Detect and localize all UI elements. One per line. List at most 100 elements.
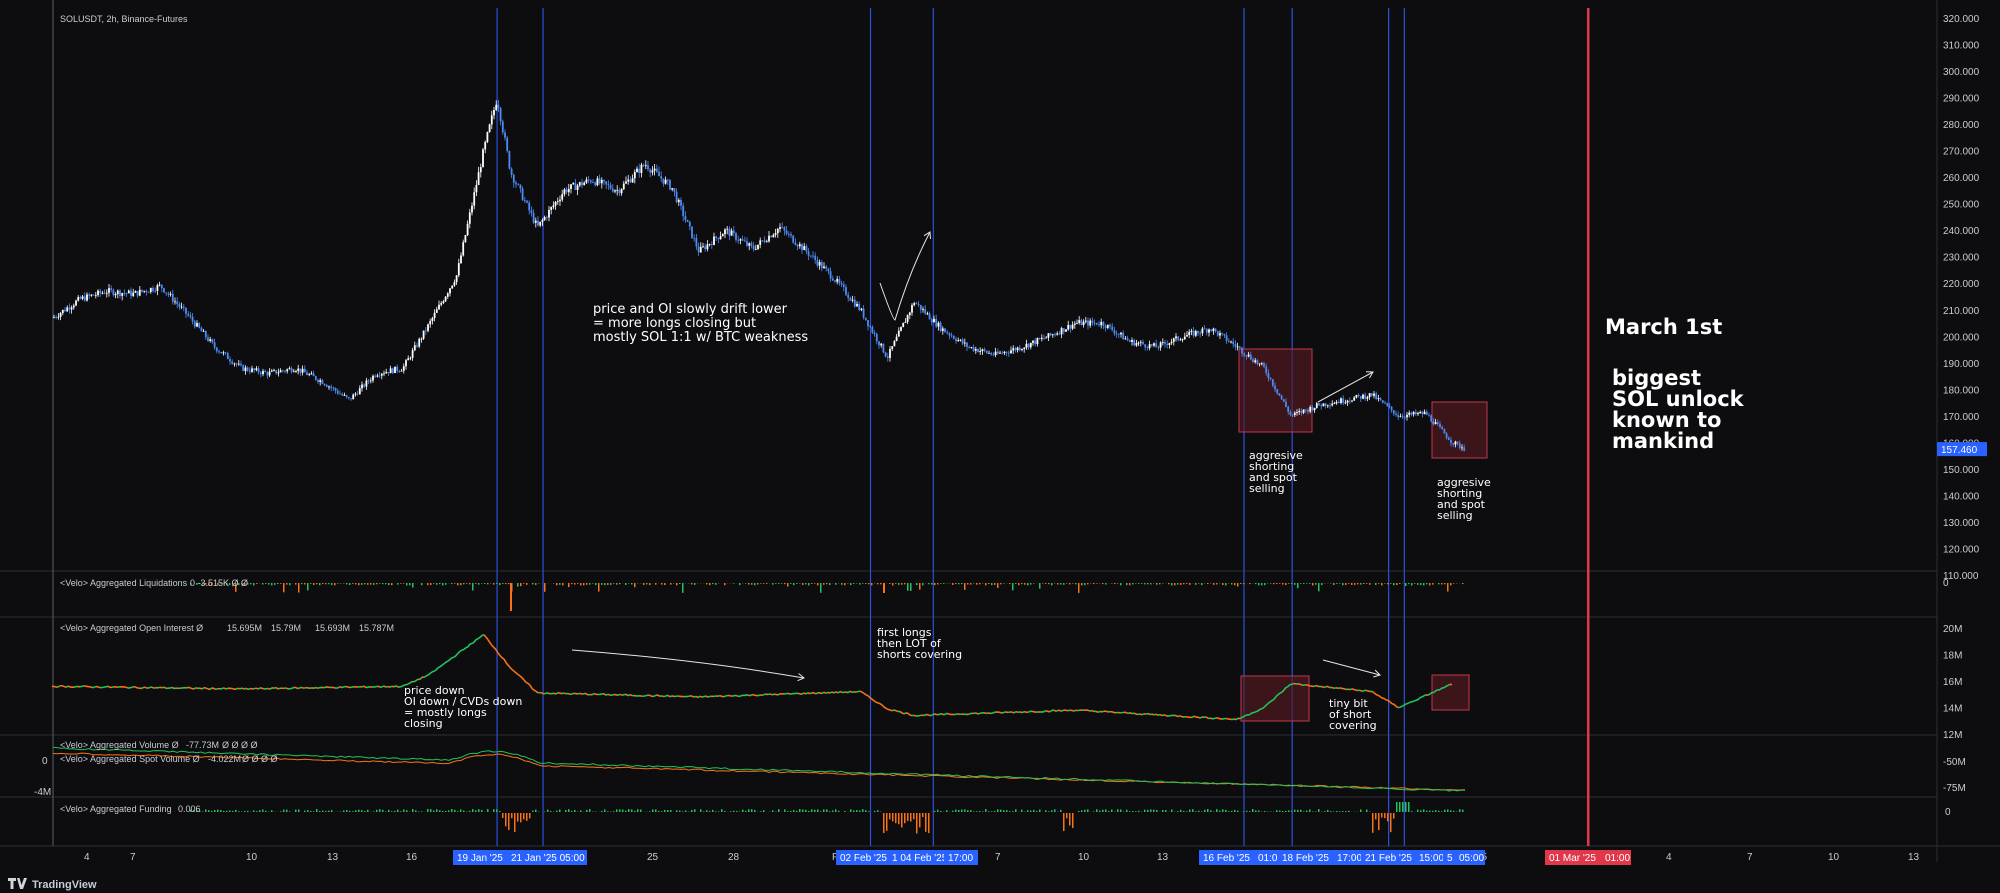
liquidation-bar	[265, 583, 267, 584]
oi-segment	[695, 695, 699, 699]
funding-bar	[736, 811, 738, 812]
oi-segment	[1225, 717, 1229, 720]
price-candle	[939, 322, 942, 331]
liquidation-bar	[226, 583, 228, 586]
oi-segment	[463, 646, 467, 650]
liquidation-bar	[991, 583, 993, 586]
funding-bar	[1108, 811, 1110, 812]
liquidation-bar	[916, 583, 918, 586]
price-candle	[72, 305, 75, 308]
funding-bar	[991, 811, 993, 812]
oi-segment	[273, 686, 277, 689]
oi-segment	[485, 636, 489, 641]
price-candle	[1395, 413, 1397, 415]
oi-segment	[527, 682, 531, 686]
price-candle	[427, 324, 429, 331]
price-tick-label: 170.000	[1943, 412, 1980, 423]
liquidation-bar	[1240, 583, 1242, 585]
price-candle	[1320, 405, 1323, 407]
funding-bar	[1324, 811, 1326, 812]
funding-bar	[862, 809, 864, 812]
funding-bar	[382, 809, 384, 812]
price-candle	[266, 372, 269, 376]
price-candle	[680, 199, 682, 206]
price-candle	[647, 165, 649, 170]
funding-bar	[1360, 809, 1362, 812]
funding-bar	[820, 811, 822, 812]
liquidation-bar	[253, 583, 255, 586]
oi-segment	[1133, 712, 1137, 715]
funding-bar	[853, 810, 855, 812]
oi-segment	[1087, 709, 1091, 712]
time-tick-label: 7	[995, 852, 1001, 863]
funding-bar	[445, 810, 447, 812]
liquidation-bar	[496, 583, 498, 584]
price-candle	[530, 210, 533, 213]
funding-bar	[478, 809, 480, 812]
oi-segment	[1191, 715, 1195, 719]
price-candle	[1192, 330, 1195, 336]
price-tick-label: 190.000	[1943, 359, 1980, 370]
event-badge	[1545, 850, 1601, 865]
price-candle	[708, 244, 711, 245]
oi-segment	[1067, 709, 1071, 712]
price-tick-label: 250.000	[1943, 200, 1980, 211]
price-candle	[1269, 378, 1272, 380]
price-candle	[222, 352, 225, 354]
price-candle	[1016, 347, 1019, 351]
oi-segment	[1255, 710, 1259, 713]
price-candle	[1434, 422, 1437, 425]
liquidation-bar	[1162, 583, 1164, 584]
price-candle	[394, 366, 396, 373]
oi-segment	[517, 673, 521, 677]
liquidation-bar	[1231, 583, 1233, 585]
oi-segment	[607, 693, 611, 696]
price-candle	[1153, 343, 1155, 346]
time-badge	[1443, 850, 1455, 865]
funding-bar	[403, 809, 405, 812]
liquidation-bar	[298, 583, 300, 593]
liquidation-bar	[262, 583, 264, 585]
event-badge-text: 01 Mar '25	[1549, 853, 1596, 864]
liquidation-bar	[322, 583, 324, 585]
oi-segment	[151, 686, 155, 689]
liquidation-bar	[280, 583, 282, 584]
oi-segment	[313, 686, 317, 689]
funding-bar	[1003, 810, 1005, 812]
funding-bar	[1402, 802, 1404, 812]
price-candle	[1333, 403, 1336, 405]
event-badge	[1601, 850, 1631, 865]
oi-segment	[1313, 684, 1317, 688]
time-badge-text: 01:0	[1258, 853, 1278, 864]
liquidation-bar	[460, 583, 462, 586]
price-candle	[981, 349, 984, 351]
liquidation-bar	[1285, 583, 1287, 586]
annotation-first-longs: then LOT of	[877, 637, 942, 650]
oi-segment	[201, 687, 205, 690]
funding-bar	[1429, 810, 1431, 812]
price-candle	[1337, 401, 1340, 403]
oi-segment	[1151, 713, 1155, 716]
oi-segment	[1273, 696, 1277, 700]
liquidation-bar	[1360, 583, 1362, 585]
liquidation-bar	[478, 583, 480, 585]
liquidation-bar	[1441, 583, 1443, 585]
liquidation-bar	[922, 583, 924, 586]
oi-segment	[459, 649, 463, 653]
funding-bar	[526, 813, 528, 821]
funding-bar	[958, 809, 960, 812]
funding-bar	[601, 810, 603, 812]
price-candle	[475, 184, 478, 193]
liquidation-bar	[220, 583, 222, 584]
liquidation-bar	[1000, 583, 1002, 585]
funding-bar	[628, 809, 630, 812]
liquidation-bar	[373, 583, 375, 585]
price-candle	[897, 330, 900, 337]
price-candle	[130, 290, 132, 296]
annotation-price-down: price down	[404, 684, 465, 697]
liquidation-bar	[601, 583, 603, 585]
price-candle	[176, 301, 179, 305]
funding-bar	[205, 809, 207, 812]
liquidation-bar	[1450, 583, 1452, 586]
funding-bar	[1027, 810, 1029, 812]
